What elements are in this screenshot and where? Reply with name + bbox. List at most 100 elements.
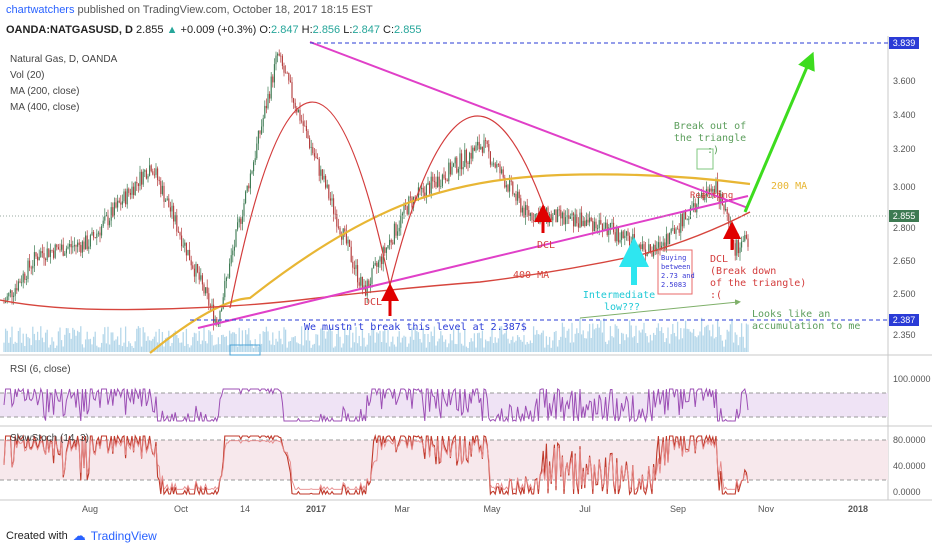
volume-bar <box>337 328 340 352</box>
candle-body <box>256 143 258 159</box>
candle-body <box>93 231 95 238</box>
candle-body <box>123 191 125 202</box>
volume-bar <box>563 326 565 352</box>
volume-bar <box>708 330 711 352</box>
volume-bar <box>604 341 607 352</box>
candle-body <box>22 273 24 283</box>
volume-bar <box>203 327 205 352</box>
candle-body <box>237 222 239 230</box>
volume-bar <box>620 332 623 352</box>
candle-body <box>699 196 701 198</box>
volume-bar <box>508 343 511 352</box>
price-tick-2855: 2.855 <box>893 211 916 221</box>
volume-bar <box>404 336 407 352</box>
candle-body <box>601 223 603 231</box>
volume-bar <box>534 334 536 352</box>
candle-body <box>216 318 218 325</box>
volume-bar <box>137 326 140 352</box>
volume-bar <box>136 328 138 352</box>
volume-bar <box>36 331 39 352</box>
volume-bar <box>609 326 612 352</box>
candle-body <box>141 171 143 185</box>
volume-bar <box>388 346 391 352</box>
candle-body <box>523 207 525 218</box>
volume-bar <box>433 326 436 352</box>
candle-body <box>53 250 55 258</box>
volume-bar <box>401 337 404 352</box>
candle-body <box>117 200 119 208</box>
candle-body <box>387 245 389 248</box>
volume-bar <box>704 327 706 352</box>
volume-bar <box>184 345 186 352</box>
volume-bar <box>305 340 308 352</box>
ma200-line <box>149 173 751 354</box>
change-up-icon: ▲ <box>166 24 178 36</box>
candle-body <box>464 149 466 168</box>
candle-body <box>336 214 338 227</box>
candle-body <box>128 188 130 193</box>
candle-body <box>27 260 29 280</box>
candle-body <box>13 295 15 297</box>
volume-bar <box>670 334 672 352</box>
candle-body <box>301 120 303 122</box>
volume-bar <box>193 332 196 352</box>
candle-body <box>659 242 661 250</box>
open-label: O: <box>259 24 272 36</box>
volume-bar <box>649 334 652 352</box>
volume-bar <box>284 329 287 352</box>
volume-bar <box>744 347 746 352</box>
author-link[interactable]: chartwatchers <box>6 4 75 16</box>
volume-bar <box>160 343 162 352</box>
candle-body <box>173 205 175 222</box>
price-axis[interactable]: 3.839 3.600 3.400 3.200 3.000 2.855 2.80… <box>889 37 931 497</box>
candle-body <box>45 258 47 261</box>
volume-bar <box>484 339 487 352</box>
resistance-price-badge <box>889 37 919 49</box>
volume-bar <box>353 342 356 352</box>
candle-body <box>168 198 170 208</box>
ohlc-line: OANDA:NATGASUSD, D 2.855 ▲ +0.009 (+0.3%… <box>6 24 422 36</box>
volume-bar <box>420 342 423 352</box>
volume-bar <box>529 340 532 352</box>
candle-body <box>560 209 562 219</box>
volume-bar <box>361 330 364 352</box>
support-price-badge <box>889 314 919 326</box>
candle-body <box>715 180 717 193</box>
candle-body <box>315 156 317 158</box>
candle-body <box>667 234 669 245</box>
volume-bar <box>360 346 362 352</box>
volume-bar <box>696 337 698 352</box>
candle-body <box>509 180 511 192</box>
candle-body <box>537 213 539 224</box>
candle-body <box>427 182 429 185</box>
volume-bar <box>518 337 520 352</box>
volume-bar <box>641 329 644 352</box>
volume-bar <box>737 345 740 352</box>
time-axis[interactable]: Aug Oct 14 2017 Mar May Jul Sep Nov 2018 <box>82 504 868 514</box>
volume-bar <box>208 330 210 352</box>
volume-bar <box>740 323 743 352</box>
volume-bar <box>720 334 722 352</box>
candle-body <box>206 287 208 294</box>
candle-body <box>598 220 600 229</box>
annotation-dcl-breakdown: DCL (Break down of the triangle) :( <box>710 254 812 301</box>
tradingview-logo-icon[interactable]: ☁ <box>72 528 86 543</box>
candle-body <box>334 213 336 215</box>
symbol-name[interactable]: OANDA:NATGASUSD, D <box>6 24 133 36</box>
volume-bar <box>185 328 188 352</box>
candle-body <box>499 164 501 174</box>
cycle-arc-2 <box>389 115 546 286</box>
candle-body <box>574 214 576 227</box>
candle-body <box>496 164 498 168</box>
candle-body <box>680 214 682 233</box>
candle-body <box>197 264 199 273</box>
volume-bar <box>528 343 530 352</box>
candle-body <box>293 98 295 103</box>
volume-bar <box>643 322 645 352</box>
candle-body <box>17 281 19 291</box>
volume-bar <box>243 345 245 352</box>
tradingview-brand[interactable]: TradingView <box>90 529 157 543</box>
volume-bar <box>411 327 413 352</box>
volume-bar <box>547 344 549 352</box>
